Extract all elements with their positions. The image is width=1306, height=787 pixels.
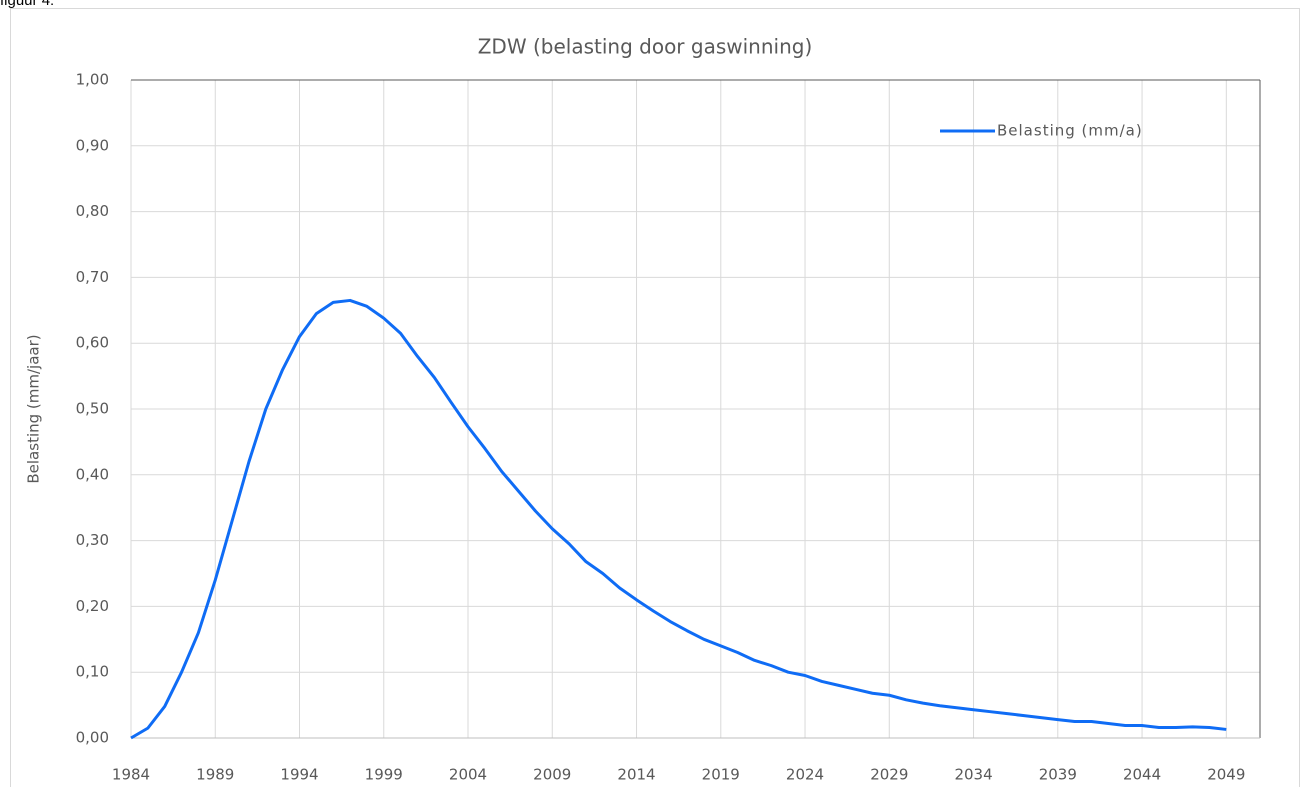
y-tick-label: 0,40 xyxy=(76,465,109,483)
y-tick-label: 0,70 xyxy=(76,268,109,286)
x-tick-label: 2024 xyxy=(786,766,824,784)
chart-border xyxy=(10,8,1300,787)
legend-label: Belasting (mm/a) xyxy=(997,122,1143,140)
y-tick-label: 0,60 xyxy=(76,334,109,352)
x-tick-label: 2044 xyxy=(1123,766,1161,784)
x-tick-label: 2029 xyxy=(870,766,908,784)
y-tick-label: 0,20 xyxy=(76,597,109,615)
caption: figuur 4: xyxy=(0,0,54,9)
x-tick-label: 1984 xyxy=(112,766,150,784)
x-tick-label: 2014 xyxy=(617,766,655,784)
y-tick-label: 0,90 xyxy=(76,136,109,154)
x-tick-label: 2004 xyxy=(449,766,487,784)
x-tick-label: 2039 xyxy=(1039,766,1077,784)
y-tick-label: 0,00 xyxy=(76,729,109,747)
y-tick-label: 0,80 xyxy=(76,202,109,220)
y-tick-label: 1,00 xyxy=(76,71,109,89)
x-tick-label: 1989 xyxy=(196,766,234,784)
y-axis-label: Belasting (mm/jaar) xyxy=(25,334,43,483)
y-tick-label: 0,50 xyxy=(76,400,109,418)
x-tick-label: 1994 xyxy=(280,766,318,784)
x-tick-label: 2019 xyxy=(702,766,740,784)
x-tick-label: 1999 xyxy=(365,766,403,784)
chart-title: ZDW (belasting door gaswinning) xyxy=(478,35,813,59)
x-tick-label: 2049 xyxy=(1207,766,1245,784)
y-tick-label: 0,10 xyxy=(76,663,109,681)
x-tick-label: 2034 xyxy=(954,766,992,784)
y-tick-label: 0,30 xyxy=(76,531,109,549)
x-tick-label: 2009 xyxy=(533,766,571,784)
data-line xyxy=(130,298,1227,740)
